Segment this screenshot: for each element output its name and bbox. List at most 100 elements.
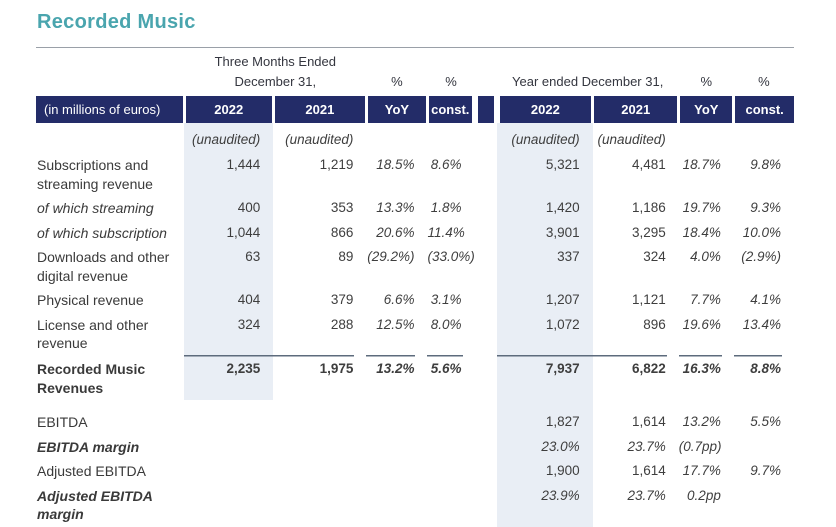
group-header-gap <box>474 47 497 96</box>
group-header-pct-y-const: % <box>733 47 794 96</box>
cell-y2022: 23.9% <box>496 483 593 527</box>
cell-q-const: 11.4% <box>427 224 465 240</box>
cell-gap <box>475 123 497 153</box>
cell-q-const: 3.1% <box>430 292 462 308</box>
cell-y-const: 4.1% <box>750 292 781 308</box>
cell-y-yoy: 19.6% <box>682 316 721 332</box>
cell-gap <box>475 288 497 312</box>
cell-y-yoy: 7.7% <box>690 292 721 308</box>
cell-y-yoy: 0.2pp <box>687 487 721 503</box>
three-months-line1: Three Months Ended <box>214 54 336 69</box>
row-label: Recorded Music Revenues <box>37 361 146 396</box>
cell-q-yoy: 6.6% <box>383 292 415 308</box>
cell-y2022: 1,072 <box>496 312 593 356</box>
cell-y2021: 6,822 <box>592 355 679 401</box>
row-label: of which streaming <box>37 200 154 217</box>
row-label: Adjusted EBITDA <box>37 463 146 480</box>
row-label: EBITDA <box>37 414 88 431</box>
col-header-q-yoy: YoY <box>364 96 428 123</box>
cell-q2022: 2,235 <box>184 355 274 401</box>
col-header-y2021: 2021 <box>591 96 679 123</box>
cell-y2021: 1,121 <box>631 292 666 308</box>
cell-y-const <box>734 123 794 153</box>
cell-y-yoy: 17.7% <box>682 463 721 479</box>
cell-q2021: 866 <box>330 224 354 240</box>
cell-q-const <box>427 459 474 483</box>
cell-y2021: 324 <box>643 249 666 265</box>
cell-q-const: 1.8% <box>430 200 462 216</box>
row-of-which-subscription: of which subscription 1,044 866 20.6% 11… <box>36 220 794 246</box>
cell-q2022: 1,444 <box>184 153 274 197</box>
cell-y-yoy: 16.3% <box>678 355 734 401</box>
cell-y2022: 1,207 <box>496 288 593 313</box>
cell-y-const: 5.5% <box>750 414 781 430</box>
cell-q-const: 8.0% <box>430 316 462 332</box>
cell-y-yoy: 19.7% <box>682 200 721 216</box>
col-header-y2022: 2022 <box>495 96 593 123</box>
cell-y-yoy: 13.2% <box>682 414 721 430</box>
cell-q-const <box>427 123 474 153</box>
cell-q2022: (unaudited) <box>184 123 274 154</box>
cell-y2022: 5,321 <box>496 153 593 197</box>
col-header-y-yoy: YoY <box>677 96 734 123</box>
cell-y2022: 1,420 <box>496 196 593 221</box>
cell-q-yoy <box>366 459 427 483</box>
row-subscriptions-streaming: Subscriptions and streaming revenue 1,44… <box>36 153 794 197</box>
col-header-y-const: const. <box>732 96 794 123</box>
cell-y2022: (unaudited) <box>496 123 593 154</box>
row-of-which-streaming: of which streaming 400 353 13.3% 1.8% 1,… <box>36 196 794 221</box>
cell-y-yoy: 4.0% <box>690 249 721 265</box>
cell-y-yoy: 18.4% <box>682 224 721 240</box>
cell-q2022: 400 <box>184 196 274 221</box>
cell-y-const: 10.0% <box>742 224 781 240</box>
row-label: Downloads and other digital revenue <box>37 249 170 284</box>
cell-q2022 <box>184 459 273 483</box>
cell-y2022: 1,827 <box>496 400 593 435</box>
cell-y-const: 9.3% <box>750 200 781 216</box>
cell-y2022: 1,900 <box>496 459 593 484</box>
cell-q2021: 288 <box>330 316 354 332</box>
cell-q2021: 379 <box>330 292 354 308</box>
cell-q2022 <box>184 484 273 527</box>
col-header-gap <box>471 96 500 123</box>
cell-gap <box>475 196 497 220</box>
cell-gap <box>475 435 497 459</box>
cell-y2021: 1,186 <box>631 200 666 216</box>
cell-q-yoy <box>366 484 427 527</box>
cell-q2022: 324 <box>184 312 274 356</box>
cell-q2022: 404 <box>184 288 274 313</box>
row-label: License and other revenue <box>37 316 149 352</box>
cell-q2021 <box>273 400 366 434</box>
row-label <box>36 123 184 153</box>
group-header-pct-q-yoy: % <box>366 47 428 96</box>
table-header-row: (in millions of euros) 2022 2021 YoY con… <box>36 96 794 123</box>
cell-q2022 <box>184 435 273 459</box>
cell-gap <box>475 221 497 245</box>
cell-y2021: 1,614 <box>631 463 666 479</box>
cell-q-yoy: 12.5% <box>376 316 415 332</box>
group-header-pct-q-const: % <box>427 47 475 96</box>
cell-y2021: 1,614 <box>631 414 666 430</box>
row-label: Adjusted EBITDA margin <box>37 487 153 523</box>
cell-y-const: 9.7% <box>750 463 781 479</box>
row-ebitda: EBITDA 1,827 1,614 13.2% 5.5% <box>36 400 794 435</box>
page-title: Recorded Music <box>37 11 196 33</box>
cell-y-yoy <box>679 123 734 153</box>
three-months-line2: December 31, <box>234 73 317 89</box>
cell-q-yoy: 13.3% <box>376 200 415 216</box>
group-header-spacer <box>36 47 185 96</box>
cell-gap <box>475 400 497 434</box>
cell-gap <box>475 153 497 196</box>
col-header-q-const: const. <box>425 96 475 123</box>
cell-y2021: 23.7% <box>627 487 666 503</box>
row-license-other: License and other revenue 324 288 12.5% … <box>36 312 794 356</box>
col-header-q2021: 2021 <box>271 96 367 123</box>
col-header-q2022: 2022 <box>182 96 274 123</box>
row-recorded-music-revenues-total: Recorded Music Revenues 2,235 1,975 13.2… <box>36 355 794 401</box>
cell-q2021 <box>273 459 366 483</box>
row-label: EBITDA margin <box>37 438 140 455</box>
cell-q-const: 8.6% <box>430 157 462 173</box>
cell-q2021: 1,219 <box>319 157 354 173</box>
cell-gap <box>475 245 497 288</box>
